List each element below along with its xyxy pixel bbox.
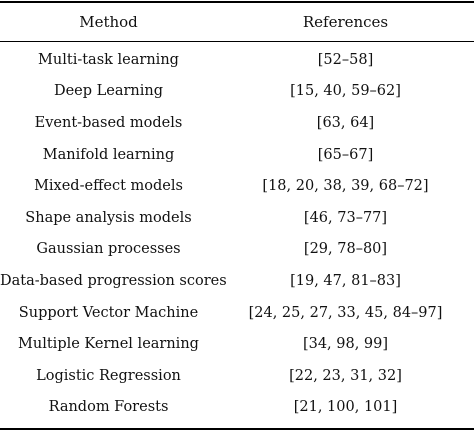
table-row: Support Vector Machine [24, 25, 27, 33, … — [0, 297, 474, 329]
table-row: Data-based progression scores [19, 47, 8… — [0, 265, 474, 297]
table-row: Manifold learning [65–67] — [0, 139, 474, 171]
table-row: Mixed-effect models [18, 20, 38, 39, 68–… — [0, 170, 474, 202]
method-cell: Event-based models — [34, 114, 183, 131]
references-cell: [63, 64] — [316, 114, 375, 131]
table-body: Multi-task learning [52–58] Deep Learnin… — [0, 44, 474, 423]
table-row: Event-based models [63, 64] — [0, 107, 474, 139]
references-cell: [29, 78–80] — [303, 241, 388, 258]
table-header-rule — [0, 41, 474, 42]
method-cell: Multi-task learning — [38, 51, 179, 68]
references-cell: [24, 25, 27, 33, 45, 84–97] — [248, 304, 443, 321]
table-row: Deep Learning [15, 40, 59–62] — [0, 76, 474, 108]
references-cell: [52–58] — [317, 51, 374, 68]
method-cell: Logistic Regression — [36, 367, 181, 384]
references-cell: [21, 100, 101] — [293, 399, 398, 416]
method-cell: Data-based progression scores — [0, 272, 227, 289]
references-cell: [65–67] — [317, 146, 374, 163]
table-row: Shape analysis models [46, 73–77] — [0, 202, 474, 234]
method-cell: Gaussian processes — [36, 241, 181, 258]
method-cell: Shape analysis models — [25, 209, 192, 226]
table-header-row: Method References — [0, 3, 474, 41]
method-cell: Mixed-effect models — [34, 178, 183, 195]
references-cell: [18, 20, 38, 39, 68–72] — [262, 178, 429, 195]
table-top-rule — [0, 1, 474, 3]
header-references: References — [302, 13, 389, 31]
method-cell: Deep Learning — [53, 83, 164, 100]
table-row: Multi-task learning [52–58] — [0, 44, 474, 76]
table-row: Multiple Kernel learning [34, 98, 99] — [0, 328, 474, 360]
table-row: Logistic Regression [22, 23, 31, 32] — [0, 360, 474, 392]
method-cell: Random Forests — [48, 399, 169, 416]
references-cell: [22, 23, 31, 32] — [289, 367, 402, 384]
method-cell: Manifold learning — [42, 146, 175, 163]
header-method: Method — [79, 13, 138, 31]
method-cell: Multiple Kernel learning — [18, 336, 199, 353]
table-bottom-rule — [0, 428, 474, 430]
table-row: Random Forests [21, 100, 101] — [0, 392, 474, 424]
references-cell: [34, 98, 99] — [302, 336, 389, 353]
references-cell: [15, 40, 59–62] — [290, 83, 401, 100]
references-cell: [46, 73–77] — [303, 209, 388, 226]
table-row: Gaussian processes [29, 78–80] — [0, 234, 474, 266]
references-cell: [19, 47, 81–83] — [290, 272, 401, 289]
method-cell: Support Vector Machine — [18, 304, 199, 321]
